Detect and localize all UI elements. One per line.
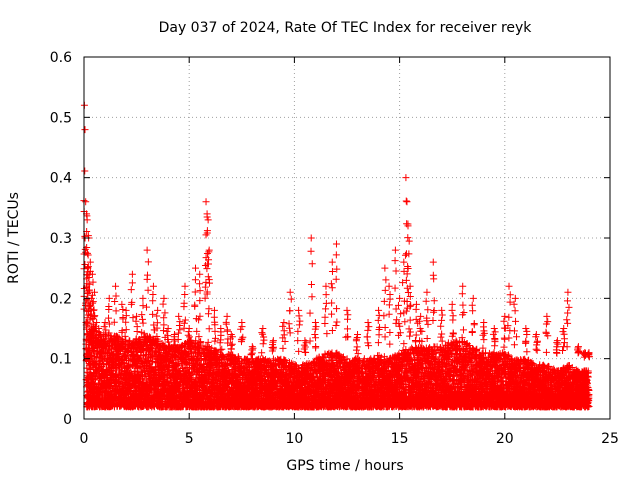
data-point <box>100 354 108 362</box>
data-point <box>84 320 92 328</box>
data-points <box>80 101 593 411</box>
grid-layer <box>84 57 610 419</box>
data-point <box>108 345 116 353</box>
chart-title: Day 037 of 2024, Rate Of TEC Index for r… <box>159 20 533 36</box>
